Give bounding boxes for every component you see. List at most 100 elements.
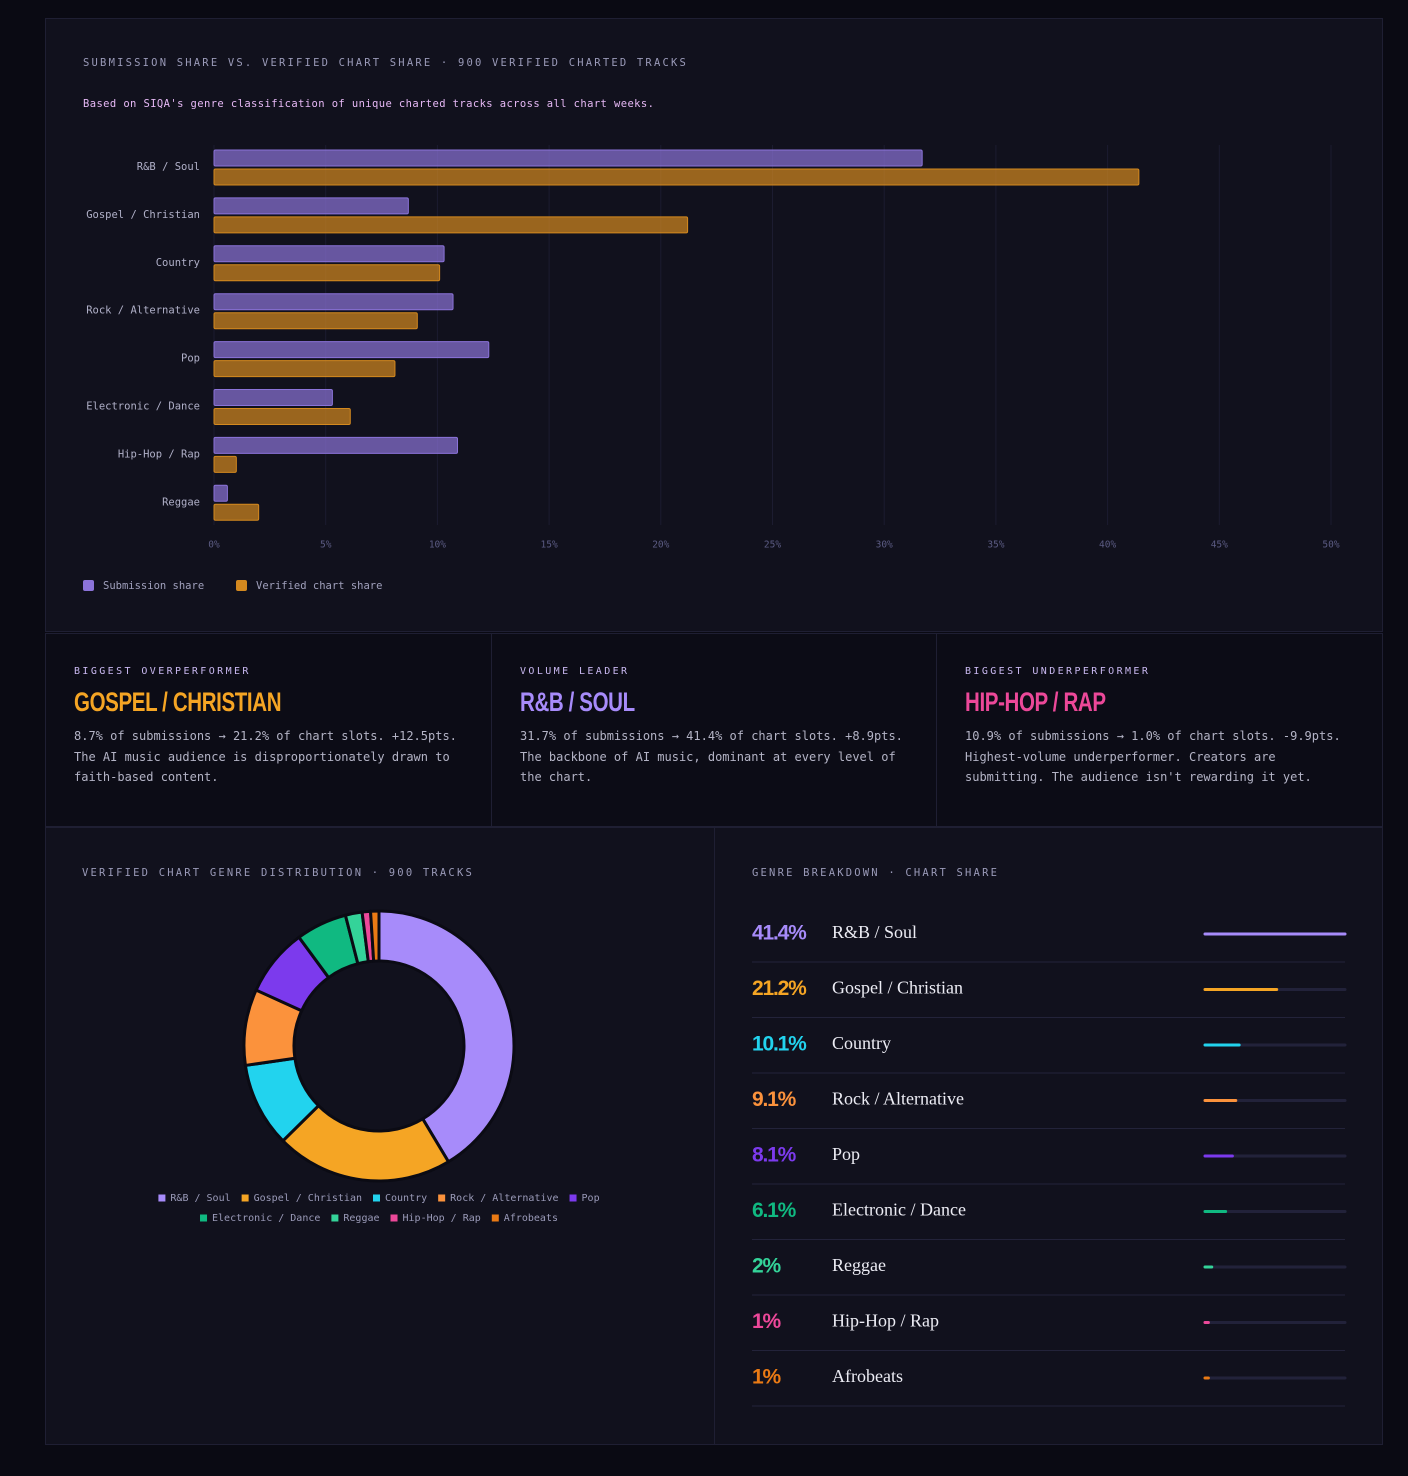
y-tick-label: Gospel / Christian [86, 209, 200, 221]
bar [213, 484, 228, 502]
legend-item: Reggae [331, 1213, 380, 1224]
value-label: 8.1% [752, 1144, 797, 1167]
card: VOLUME LEADER R&B / SOUL 31.7% of submis… [491, 633, 937, 827]
bar [213, 360, 396, 378]
legend-item: Afrobeats [491, 1213, 558, 1224]
value-label: 21.2% [752, 977, 807, 1000]
value-label: 9.1% [752, 1088, 797, 1111]
legend-label: Rock / Alternative [450, 1193, 558, 1204]
card-label: BIGGEST OVERPERFORMER [74, 666, 251, 677]
bar [213, 503, 260, 521]
bar [213, 168, 1140, 186]
genre-name: Gospel / Christian [832, 978, 963, 998]
y-tick-label: Hip-Hop / Rap [118, 448, 200, 460]
genre-name: Country [832, 1033, 891, 1053]
legend-swatch [236, 580, 247, 591]
card: BIGGEST UNDERPERFORMER HIP-HOP / RAP 10.… [936, 633, 1383, 827]
bar [213, 245, 445, 263]
bar [213, 436, 459, 454]
x-tick-label: 10% [429, 540, 446, 551]
x-tick-label: 25% [764, 540, 781, 551]
chart-title: SUBMISSION SHARE VS. VERIFIED CHART SHAR… [83, 57, 688, 69]
y-tick-label: Rock / Alternative [86, 305, 200, 317]
bar [213, 408, 351, 425]
genre-name: R&B / Soul [832, 922, 917, 942]
bar [213, 312, 418, 330]
legend-label: Gospel / Christian [254, 1193, 362, 1204]
card-text: 8.7% of submissions → 21.2% of chart slo… [74, 729, 457, 784]
donut-slice [377, 909, 516, 1164]
bar [213, 455, 237, 473]
card-title: HIP-HOP / RAP [965, 687, 1106, 717]
card-title: R&B / SOUL [520, 687, 635, 717]
value-label: 1% [752, 1310, 781, 1333]
chart-title: VERIFIED CHART GENRE DISTRIBUTION · 900 … [82, 867, 474, 879]
bar [213, 197, 409, 215]
x-tick-label: 35% [987, 540, 1004, 551]
legend-swatch [491, 1214, 499, 1222]
value-label: 10.1% [752, 1033, 807, 1056]
value-label: 2% [752, 1255, 781, 1278]
y-tick-label: Electronic / Dance [86, 401, 200, 413]
legend-item: R&B / Soul [158, 1193, 231, 1204]
bar [213, 264, 441, 282]
value-label: 6.1% [752, 1199, 797, 1222]
legend-item: Country [373, 1193, 427, 1204]
y-tick-label: R&B / Soul [137, 161, 200, 173]
list-panel [714, 827, 1383, 1445]
genre-name: Afrobeats [832, 1366, 903, 1386]
card-label: BIGGEST UNDERPERFORMER [965, 666, 1151, 677]
genre-name: Pop [832, 1144, 860, 1164]
x-tick-label: 0% [208, 540, 220, 551]
x-tick-label: 50% [1322, 540, 1339, 551]
y-tick-label: Country [156, 257, 200, 269]
legend-label: Submission share [103, 580, 204, 592]
legend-item: Pop [569, 1193, 600, 1204]
legend-swatch [241, 1194, 249, 1202]
legend-label: R&B / Soul [170, 1193, 230, 1204]
genre-name: Hip-Hop / Rap [832, 1311, 939, 1331]
bar [213, 216, 689, 234]
legend-label: Reggae [343, 1213, 379, 1224]
legend-swatch [438, 1194, 446, 1202]
legend-label: Electronic / Dance [212, 1213, 320, 1224]
legend-row: R&B / Soul Gospel / Christian Country Rock … [158, 1193, 600, 1204]
chart-subtitle: Based on SIQA's genre classification of … [83, 98, 654, 110]
card: BIGGEST OVERPERFORMER GOSPEL / CHRISTIAN… [45, 633, 492, 827]
legend-swatch [331, 1214, 339, 1222]
legend-label: Country [385, 1193, 427, 1204]
legend-label: Hip-Hop / Rap [403, 1213, 481, 1224]
legend-swatch [390, 1214, 398, 1222]
bar [213, 341, 490, 359]
legend-item: Hip-Hop / Rap [390, 1213, 481, 1224]
legend-item: Rock / Alternative [438, 1193, 559, 1204]
card-text: 10.9% of submissions → 1.0% of chart slo… [965, 729, 1341, 784]
legend-swatch [200, 1214, 208, 1222]
y-tick-label: Reggae [162, 496, 200, 508]
x-tick-label: 40% [1099, 540, 1116, 551]
chart-title: GENRE BREAKDOWN · CHART SHARE [752, 867, 999, 879]
x-tick-label: 30% [876, 540, 893, 551]
card-text: 31.7% of submissions → 41.4% of chart sl… [520, 729, 903, 784]
value-label: 1% [752, 1366, 781, 1389]
bar [213, 149, 923, 167]
donut-slice [369, 909, 381, 963]
x-tick-label: 45% [1211, 540, 1228, 551]
bar [213, 293, 454, 311]
card-label: VOLUME LEADER [520, 666, 630, 677]
legend-swatch [569, 1194, 577, 1202]
genre-name: Electronic / Dance [832, 1200, 966, 1220]
legend-swatch [158, 1194, 166, 1202]
x-tick-label: 5% [320, 540, 332, 551]
legend-item: Electronic / Dance [200, 1213, 320, 1224]
legend-swatch [373, 1194, 380, 1202]
legend-item: Gospel / Christian [241, 1193, 362, 1204]
bar [213, 389, 333, 406]
legend-label: Pop [582, 1193, 600, 1204]
legend-row: Electronic / Dance Reggae Hip-Hop / Rap Afr… [200, 1213, 558, 1224]
x-tick-label: 15% [541, 540, 558, 551]
legend-label: Verified chart share [256, 580, 382, 592]
